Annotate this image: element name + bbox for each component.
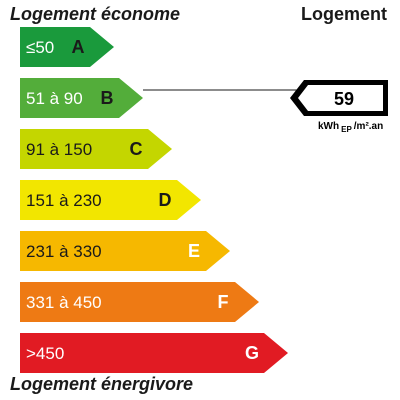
class-bar-d <box>20 180 201 220</box>
class-bar-e <box>20 231 230 271</box>
energy-class-e: 231 à 330 E <box>20 231 230 271</box>
class-range-label: ≤50 <box>26 38 54 57</box>
class-letter-label: F <box>218 292 229 312</box>
class-letter-label: E <box>188 241 200 261</box>
indicator-inner-box <box>298 85 383 111</box>
energy-class-f: 331 à 450 F <box>20 282 259 322</box>
energy-class-d: 151 à 230 D <box>20 180 201 220</box>
class-range-label: 51 à 90 <box>26 89 83 108</box>
title-home: Logement <box>300 4 387 24</box>
energy-indicator: 59 kWh EP/m².an <box>143 80 388 134</box>
energy-class-bars: ≤50 A 51 à 90 B 91 à 150 C 151 à 230 D 231 à 330… <box>20 27 288 373</box>
class-range-label: 91 à 150 <box>26 140 92 159</box>
class-bar-g <box>20 333 288 373</box>
class-letter-label: B <box>101 88 114 108</box>
class-letter-label: A <box>72 37 85 57</box>
class-range-label: 151 à 230 <box>26 191 102 210</box>
class-range-label: 231 à 330 <box>26 242 102 261</box>
class-bar-b <box>20 78 143 118</box>
energy-class-g: >450 G <box>20 333 288 373</box>
title-economical-home: Logement économe <box>10 4 181 24</box>
class-range-label: >450 <box>26 344 64 363</box>
class-range-label: 331 à 450 <box>26 293 102 312</box>
energy-class-c: 91 à 150 C <box>20 129 172 169</box>
class-bar-c <box>20 129 172 169</box>
indicator-unit: kWh EP/m².an <box>318 121 383 134</box>
title-energy-intensive-home: Logement énergivore <box>10 374 194 394</box>
energy-class-b: 51 à 90 B <box>20 78 143 118</box>
class-letter-label: C <box>130 139 143 159</box>
class-letter-label: D <box>159 190 172 210</box>
energy-class-a: ≤50 A <box>20 27 114 67</box>
class-letter-label: G <box>245 343 259 363</box>
indicator-value: 59 <box>334 89 354 109</box>
class-bar-f <box>20 282 259 322</box>
class-bar-a <box>20 27 114 67</box>
